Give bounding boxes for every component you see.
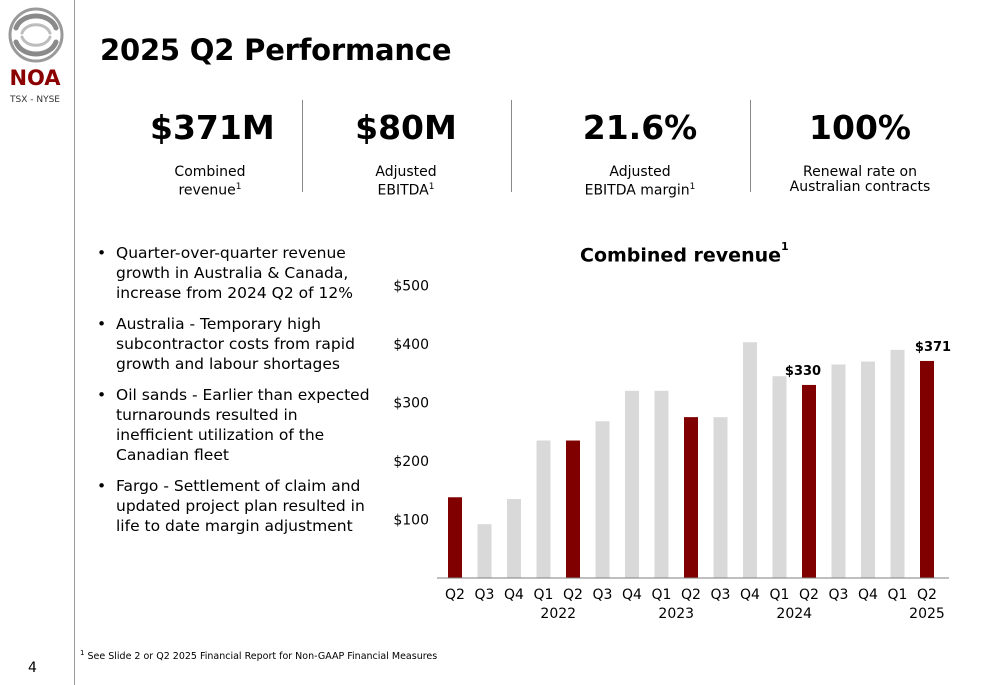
page-title: 2025 Q2 Performance bbox=[100, 33, 452, 67]
bar bbox=[920, 360, 934, 578]
kpi-combined-revenue: $371M Combined revenue1 bbox=[150, 108, 275, 199]
x-tick-label: Q3 bbox=[475, 587, 495, 603]
x-tick-label: Q2 bbox=[917, 587, 937, 603]
sidebar-divider bbox=[74, 0, 75, 685]
bar bbox=[772, 376, 787, 578]
bullet-item: • Fargo - Settlement of claim and updated… bbox=[97, 477, 365, 535]
bar bbox=[861, 361, 875, 578]
bar bbox=[654, 390, 669, 578]
x-tick-label: Q1 bbox=[652, 587, 672, 603]
slide-number: 4 bbox=[28, 660, 37, 676]
x-tick-label: Q2 bbox=[445, 587, 465, 603]
x-tick-label: Q2 bbox=[563, 587, 583, 603]
y-tick-label: $400 bbox=[393, 337, 429, 353]
logo-wordmark: NOA bbox=[9, 66, 61, 90]
bullet-item: • Oil sands - Earlier than expected turna… bbox=[97, 386, 370, 464]
year-label: 2023 bbox=[658, 606, 694, 622]
bar bbox=[802, 384, 816, 578]
kpi-divider bbox=[750, 100, 751, 192]
y-tick-label: $100 bbox=[393, 513, 429, 529]
x-tick-label: Q3 bbox=[711, 587, 731, 603]
kpi-adjusted-ebitda: $80M Adjusted EBITDA1 bbox=[346, 108, 466, 199]
bar bbox=[595, 421, 610, 578]
company-logo-icon bbox=[6, 6, 66, 64]
year-label: 2022 bbox=[540, 606, 576, 622]
footnote: 1 See Slide 2 or Q2 2025 Financial Repor… bbox=[80, 649, 438, 663]
x-tick-label: Q4 bbox=[740, 587, 760, 603]
bar bbox=[536, 440, 551, 578]
y-tick-label: $300 bbox=[393, 396, 429, 412]
logo-exchange: TSX - NYSE bbox=[10, 95, 60, 105]
y-tick-label: $500 bbox=[393, 279, 429, 295]
kpi-label: Adjusted EBITDA1 bbox=[375, 164, 437, 199]
bullet-list: • Quarter-over-quarter revenue growth in … bbox=[88, 243, 378, 547]
bar bbox=[477, 524, 492, 578]
bullet-icon: • bbox=[97, 315, 107, 333]
kpi-label: Renewal rate on Australian contracts bbox=[789, 164, 931, 195]
bullet-item: • Australia - Temporary high subcontracto… bbox=[97, 315, 355, 373]
bar bbox=[713, 417, 728, 578]
year-label: 2025 bbox=[909, 606, 945, 622]
bullet-icon: • bbox=[97, 386, 107, 404]
year-label: 2024 bbox=[776, 606, 812, 622]
x-tick-label: Q4 bbox=[504, 587, 524, 603]
bar bbox=[566, 440, 580, 578]
kpi-divider bbox=[511, 100, 512, 192]
kpi-label: Combined revenue1 bbox=[174, 164, 246, 199]
kpi-value: 21.6% bbox=[582, 108, 698, 147]
bullet-icon: • bbox=[97, 244, 107, 262]
x-tick-label: Q3 bbox=[593, 587, 613, 603]
kpi-divider bbox=[302, 100, 303, 192]
data-label: $330 bbox=[785, 364, 821, 379]
kpi-label: Adjusted EBITDA margin1 bbox=[584, 164, 696, 199]
bullet-item: • Quarter-over-quarter revenue growth in … bbox=[97, 244, 353, 302]
kpi-renewal-rate: 100% Renewal rate on Australian contract… bbox=[785, 108, 935, 195]
x-tick-label: Q1 bbox=[770, 587, 790, 603]
bar bbox=[831, 364, 846, 578]
kpi-value: $371M bbox=[150, 108, 275, 147]
x-tick-label: Q1 bbox=[888, 587, 908, 603]
bar bbox=[448, 497, 462, 578]
kpi-ebitda-margin: 21.6% Adjusted EBITDA margin1 bbox=[570, 108, 710, 199]
bar bbox=[743, 342, 757, 578]
bar bbox=[625, 390, 639, 578]
chart-title: Combined revenue1 bbox=[580, 240, 789, 267]
bar bbox=[507, 499, 521, 578]
x-tick-label: Q1 bbox=[534, 587, 554, 603]
kpi-value: $80M bbox=[355, 108, 457, 147]
bar bbox=[890, 349, 905, 578]
data-label: $371 bbox=[915, 340, 951, 355]
x-tick-label: Q3 bbox=[829, 587, 849, 603]
kpi-value: 100% bbox=[809, 108, 911, 147]
combined-revenue-chart: $100 $200 $300 $400 $500 Q2 Q3 Q4 Q1 Q2 Q3 Q4 Q1 Q2 Q3… bbox=[393, 279, 951, 623]
x-tick-label: Q2 bbox=[799, 587, 819, 603]
x-tick-label: Q4 bbox=[622, 587, 642, 603]
x-tick-label: Q4 bbox=[858, 587, 878, 603]
y-tick-label: $200 bbox=[393, 454, 429, 470]
bar bbox=[684, 417, 698, 578]
x-tick-label: Q2 bbox=[681, 587, 701, 603]
bullet-icon: • bbox=[97, 477, 107, 495]
